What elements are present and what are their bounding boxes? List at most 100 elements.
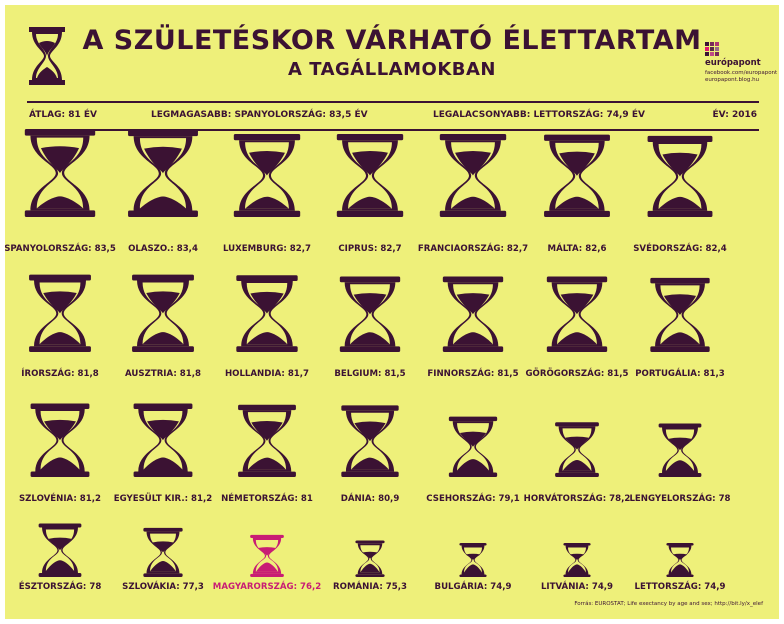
hourglass-sand-top — [560, 293, 594, 315]
hourglass-cap-bottom — [439, 210, 507, 217]
hourglass-cap-top — [339, 276, 401, 283]
hourglass-cap-bottom — [355, 574, 385, 577]
hourglass-cap-bottom — [459, 574, 487, 577]
hourglass-sand-bottom — [139, 196, 187, 209]
hourglass-cap-top — [238, 404, 296, 411]
hourglass-cap-top — [666, 543, 694, 546]
hourglass-26 — [459, 543, 487, 577]
hourglass-sand-top — [249, 151, 285, 176]
hourglass-cap-bottom — [448, 472, 498, 477]
hourglass-sand-top — [152, 541, 174, 553]
hourglass-cap-top — [650, 277, 710, 284]
hourglass-5 — [439, 134, 507, 217]
hourglass-cap-bottom — [555, 472, 599, 477]
hourglass-cap-bottom — [546, 346, 608, 352]
hourglass-cap-bottom — [236, 346, 298, 352]
country-label: SZLOVÉNIA: 81,2 — [19, 492, 101, 504]
hourglass-cap-bottom — [128, 210, 198, 217]
country-label: LETTORSZÁG: 74,9 — [635, 580, 726, 592]
brand-square — [710, 52, 714, 56]
hourglass-cap-top — [658, 423, 702, 428]
hourglass-4 — [336, 134, 404, 217]
hourglass-cap-top — [143, 527, 183, 532]
hourglass-sand-bottom — [143, 457, 183, 470]
title-block: A SZÜLETÉSKOR VÁRHATÓ ÉLETTARTAM A TAGÁL… — [5, 25, 779, 83]
brand-square — [715, 47, 719, 51]
hourglass-sand-top — [672, 553, 688, 560]
hourglass-sand-top — [354, 421, 386, 442]
hourglass-1 — [24, 129, 96, 217]
country-label: NÉMETORSZÁG: 81 — [221, 492, 313, 504]
country-label: MAGYARORSZÁG: 76,2 — [213, 580, 321, 592]
hourglass-cap-bottom — [544, 210, 610, 217]
hourglass-sand-bottom — [351, 457, 389, 470]
hourglass-cap-top — [647, 135, 713, 142]
stat-highest: LEGMAGASABB: SPANYOLORSZÁG: 83,5 ÉV — [151, 110, 368, 120]
brand-square — [705, 42, 709, 46]
hourglass-24 — [250, 534, 284, 577]
hourglass-cap-top — [563, 543, 591, 546]
hourglass-cap-bottom — [647, 210, 713, 217]
hourglass-sand-bottom — [150, 561, 176, 572]
hourglass-cap-top — [439, 134, 507, 141]
hourglass-cap-bottom — [563, 574, 591, 577]
country-label: CSEHORSZÁG: 79,1 — [426, 492, 519, 504]
hourglass-cap-bottom — [238, 471, 296, 477]
hourglass-cap-top — [38, 523, 82, 528]
hourglass-sand-top — [455, 151, 491, 176]
brand-square — [715, 42, 719, 46]
hourglass-cap-bottom — [30, 471, 90, 477]
brand-logo: európapont facebook.com/europapont europ… — [705, 41, 778, 84]
country-label: FRANCIAORSZÁG: 82,7 — [418, 242, 528, 254]
hourglass-sand-top — [250, 291, 284, 314]
hourglass-12 — [442, 276, 504, 352]
hourglass-sand-bottom — [255, 562, 279, 572]
hourglass-sand-top — [465, 553, 481, 560]
country-label: SZLOVÁKIA: 77,3 — [122, 580, 204, 592]
hourglass-sand-top — [40, 146, 80, 173]
country-label: LENGYELORSZÁG: 78 — [629, 492, 730, 504]
hourglass-cap-top — [128, 129, 198, 137]
country-label: SVÉDORSZÁG: 82,4 — [633, 242, 727, 254]
hourglass-cap-bottom — [38, 572, 82, 577]
hourglass-sand-top — [662, 152, 698, 177]
hourglass-sand-bottom — [350, 332, 390, 345]
country-label: OLASZO.: 83,4 — [128, 244, 198, 254]
hourglass-19 — [448, 416, 498, 477]
country-label: ÍRORSZÁG: 81,8 — [21, 367, 99, 379]
hourglass-cap-top — [442, 276, 504, 283]
stat-year: ÉV: 2016 — [712, 110, 758, 120]
stats-bar: ÁTLAG: 81 ÉV LEGMAGASABB: SPANYOLORSZÁG:… — [27, 101, 759, 131]
hourglass-sand-bottom — [671, 564, 689, 573]
brand-facebook-link: facebook.com/europapont — [705, 70, 778, 76]
brand-square — [705, 52, 709, 56]
hourglass-cap-bottom — [336, 210, 404, 217]
hourglass-cap-top — [555, 422, 599, 427]
hourglass-cap-top — [233, 134, 301, 141]
hourglass-20 — [555, 422, 599, 477]
country-label: EGYESÜLT KIR.: 81,2 — [114, 493, 212, 504]
hourglass-pictogram-chart: SPANYOLORSZÁG: 83,5 OLASZO.: 83,4 LUXEMBUR… — [5, 129, 731, 592]
brand-mosaic-icon — [705, 42, 719, 56]
hourglass-cap-top — [448, 416, 498, 422]
hourglass-11 — [339, 276, 401, 352]
hourglass-13 — [546, 276, 608, 352]
hourglass-sand-top — [147, 419, 179, 441]
hourglass-cap-top — [546, 276, 608, 283]
country-label: SPANYOLORSZÁG: 83,5 — [5, 242, 116, 254]
hourglass-sand-top — [456, 293, 490, 315]
hourglass-sand-bottom — [557, 332, 597, 345]
hourglass-cap-top — [459, 543, 487, 546]
country-label: HOLLANDIA: 81,7 — [225, 369, 309, 379]
hourglass-sand-top — [353, 293, 387, 315]
hourglass-28 — [666, 543, 694, 577]
hourglass-sand-bottom — [665, 460, 695, 471]
hourglass-sand-top — [569, 553, 585, 560]
country-label: BULGÁRIA: 74,9 — [435, 580, 512, 592]
hourglass-sand-bottom — [451, 196, 495, 209]
hourglass-sand-bottom — [40, 457, 80, 470]
hourglass-cap-top — [355, 540, 385, 544]
country-label: MÁLTA: 82,6 — [548, 242, 607, 254]
country-label: AUSZTRIA: 81,8 — [125, 369, 201, 379]
hourglass-cap-top — [132, 274, 194, 281]
